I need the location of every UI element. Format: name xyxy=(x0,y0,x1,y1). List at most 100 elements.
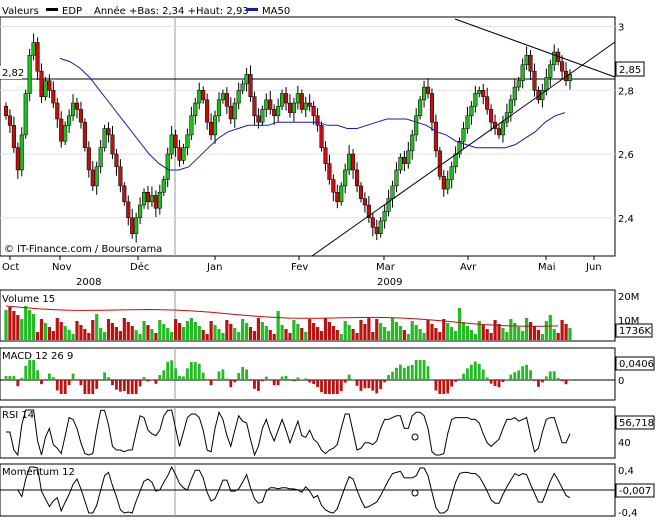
candle-body xyxy=(23,93,28,136)
macd-bar xyxy=(489,380,493,384)
volume-bar xyxy=(402,330,406,340)
candle-body xyxy=(414,115,419,136)
volume-bar xyxy=(363,324,367,340)
header-ma-legend: MA50 xyxy=(262,6,290,17)
macd-bar xyxy=(505,379,509,380)
candle-body xyxy=(520,64,525,81)
header-values-label: Valeurs xyxy=(2,6,39,17)
candle-body xyxy=(280,93,285,107)
volume-bar xyxy=(185,321,190,340)
candle-body xyxy=(173,134,178,148)
momentum-last-label: -0,007 xyxy=(619,486,651,497)
volume-bar xyxy=(544,321,548,340)
macd-bar xyxy=(166,361,170,380)
macd-bar xyxy=(118,380,122,392)
candle-body xyxy=(295,93,300,104)
volume-bar xyxy=(339,334,343,340)
macd-bar xyxy=(55,380,59,391)
candle-body xyxy=(437,150,442,177)
candle-body xyxy=(228,105,233,120)
macd-bar xyxy=(40,380,43,385)
candle-body xyxy=(544,77,549,91)
candle-body xyxy=(418,99,423,117)
macd-bar xyxy=(134,380,138,394)
candle-body xyxy=(303,102,308,110)
candle-body xyxy=(500,121,506,136)
macd-last-box xyxy=(615,356,655,371)
volume-bar xyxy=(256,318,261,340)
price-grid xyxy=(0,26,615,219)
volume-bar xyxy=(284,329,288,340)
volume-bar xyxy=(95,314,99,340)
volume-bar xyxy=(244,323,249,340)
volume-bar xyxy=(134,330,138,340)
volume-bar xyxy=(233,328,237,340)
volume-bar xyxy=(300,328,304,340)
volume-bar xyxy=(154,333,158,340)
volume-bar xyxy=(32,314,36,340)
candle-body xyxy=(205,99,210,123)
volume-bar xyxy=(442,319,446,340)
volume-bar xyxy=(91,320,95,340)
volume-tick-20m: 20M xyxy=(618,292,639,303)
candle-body xyxy=(126,201,131,219)
candle-body xyxy=(441,176,446,190)
volume-bar xyxy=(406,334,410,340)
macd-bar xyxy=(568,379,572,380)
volume-last-box xyxy=(615,323,653,338)
volume-bar xyxy=(221,333,225,340)
macd-bar xyxy=(67,380,71,385)
rsi-line xyxy=(6,409,571,457)
volume-bar xyxy=(28,310,32,340)
resistance-trendline xyxy=(454,18,616,78)
ref-label: 2,82 xyxy=(2,68,24,79)
candle-body xyxy=(149,195,154,203)
momentum-tick-bottom: -0,4 xyxy=(618,508,638,519)
volume-bar xyxy=(99,328,103,340)
macd-bar xyxy=(249,380,252,381)
volume-bar xyxy=(525,318,529,340)
candle-body xyxy=(564,70,569,81)
volume-bar xyxy=(548,315,552,340)
candle-body xyxy=(567,74,573,81)
macd-bar xyxy=(201,372,205,380)
macd-bar xyxy=(391,371,394,380)
candle-body xyxy=(134,217,139,234)
volume-bar xyxy=(237,332,241,340)
volume-bar xyxy=(158,320,162,340)
macd-bar xyxy=(178,376,181,380)
macd-bar xyxy=(308,380,312,383)
volume-bar xyxy=(79,325,83,340)
candle-body xyxy=(307,102,312,107)
macd-bar xyxy=(75,380,79,381)
volume-bar xyxy=(430,324,434,340)
candle-body xyxy=(327,163,332,180)
macd-bar xyxy=(466,368,469,380)
volume-bar xyxy=(367,318,371,340)
macd-bar xyxy=(253,380,256,389)
volume-bar xyxy=(481,325,485,340)
volume-bar xyxy=(225,320,229,340)
candle-body xyxy=(425,86,431,94)
volume-bar xyxy=(485,329,489,340)
macd-bar xyxy=(276,380,280,386)
volume-bar xyxy=(347,325,351,340)
macd-bar xyxy=(189,362,193,380)
macd-bar xyxy=(209,380,213,386)
candle-body xyxy=(347,153,352,171)
macd-bar xyxy=(331,380,335,394)
candle-body xyxy=(216,99,222,117)
macd-bar xyxy=(363,380,367,389)
macd-bar xyxy=(32,360,36,380)
volume-bar xyxy=(386,331,391,340)
macd-bars xyxy=(4,360,572,394)
volume-bar xyxy=(446,323,450,340)
volume-bar xyxy=(418,329,422,340)
momentum-last-box xyxy=(615,483,655,498)
support-trendline xyxy=(311,41,616,257)
volume-bar xyxy=(47,327,51,340)
candle-body xyxy=(552,51,557,66)
candle-body xyxy=(461,128,466,142)
macd-bar xyxy=(395,367,398,380)
macd-bar xyxy=(197,363,201,380)
